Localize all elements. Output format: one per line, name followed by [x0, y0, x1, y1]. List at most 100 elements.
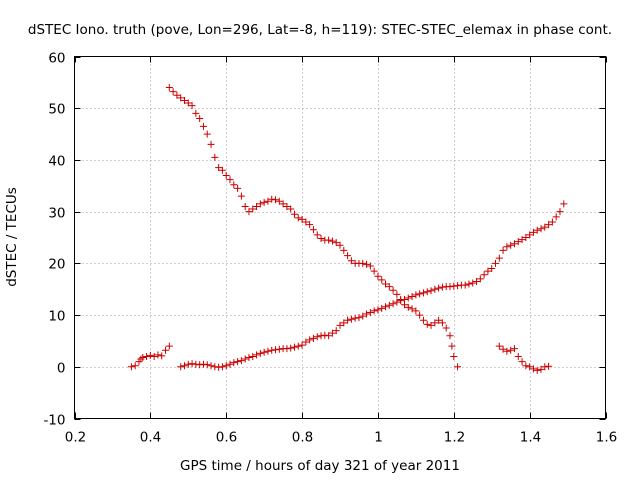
data-point: [522, 234, 530, 241]
data-point: [347, 315, 355, 323]
data-point: [290, 210, 298, 218]
data-point: [363, 260, 371, 268]
data-point: [393, 298, 401, 306]
data-point: [199, 122, 207, 130]
data-point: [268, 346, 276, 354]
data-point: [541, 363, 549, 371]
data-point: [325, 236, 333, 244]
data-point: [423, 288, 431, 296]
data-point: [325, 332, 333, 340]
data-point: [177, 363, 185, 371]
data-point: [302, 338, 310, 346]
axis-ticks: 0.2 0.4 0.6 0.8 1 1.2 1.4 1.6 -10 0 10 20 30 40 50 60: [43, 51, 617, 446]
x-tick-label: 0.2: [65, 430, 86, 446]
data-point: [389, 286, 397, 294]
data-point: [427, 321, 435, 329]
data-point: [393, 290, 401, 298]
data-point: [169, 88, 177, 96]
data-point: [203, 130, 211, 138]
data-point: [419, 316, 427, 324]
data-point: [416, 290, 424, 298]
data-point: [355, 314, 363, 322]
data-point: [545, 221, 553, 229]
data-point: [199, 360, 207, 368]
data-point: [408, 292, 416, 300]
data-point: [139, 353, 147, 361]
data-point: [484, 267, 492, 275]
data-point: [382, 303, 390, 311]
data-point: [290, 343, 298, 351]
data-points: [127, 84, 568, 374]
data-point: [507, 241, 515, 249]
data-point: [416, 311, 424, 319]
data-point: [226, 176, 234, 184]
data-point: [328, 329, 336, 337]
x-tick-label: 0.4: [140, 430, 161, 446]
data-point: [272, 196, 280, 204]
data-point: [275, 197, 283, 205]
data-point: [450, 282, 458, 290]
data-series-1: [127, 342, 173, 371]
data-point: [332, 239, 340, 247]
data-point: [260, 198, 268, 206]
data-point: [279, 200, 287, 208]
data-point: [340, 246, 348, 254]
data-point: [237, 192, 245, 200]
data-point: [207, 140, 215, 148]
data-point: [363, 310, 371, 318]
data-point: [237, 357, 245, 365]
data-point: [454, 282, 462, 290]
data-point: [192, 109, 200, 117]
x-tick-label: 0.8: [292, 430, 313, 446]
data-point: [249, 205, 257, 213]
data-point: [495, 342, 503, 350]
chart-title: dSTEC Iono. truth (pove, Lon=296, Lat=-8…: [28, 22, 612, 38]
data-point: [306, 221, 314, 229]
data-point: [309, 334, 317, 342]
data-point: [488, 265, 496, 273]
data-point: [328, 237, 336, 245]
data-point: [518, 358, 526, 366]
data-point: [404, 303, 412, 311]
data-point: [309, 226, 317, 234]
data-point: [541, 223, 549, 231]
data-point: [154, 351, 162, 359]
data-point: [207, 362, 215, 370]
data-point: [127, 363, 135, 371]
data-point: [404, 294, 412, 302]
data-point: [438, 283, 446, 291]
data-point: [503, 347, 511, 355]
data-point: [438, 319, 446, 327]
data-point: [499, 345, 507, 353]
data-point: [336, 321, 344, 329]
data-point: [184, 360, 192, 368]
data-point: [287, 205, 295, 213]
data-point: [203, 361, 211, 369]
data-point: [162, 346, 170, 354]
data-point: [253, 351, 261, 359]
data-point: [272, 346, 280, 354]
data-point: [180, 96, 188, 104]
data-point: [522, 362, 530, 370]
data-point: [180, 362, 188, 370]
x-axis-label: GPS time / hours of day 321 of year 2011: [180, 458, 460, 474]
data-point: [507, 346, 515, 354]
data-point: [283, 345, 291, 353]
data-point: [196, 115, 204, 123]
data-point: [150, 352, 158, 360]
data-point: [514, 238, 522, 246]
data-point: [188, 360, 196, 368]
data-series-4: [495, 342, 553, 374]
data-point: [431, 319, 439, 327]
data-point: [192, 360, 200, 368]
data-point: [556, 208, 564, 216]
data-point: [215, 164, 223, 172]
data-point: [340, 319, 348, 327]
data-point: [256, 200, 264, 208]
data-point: [412, 291, 420, 299]
data-point: [184, 99, 192, 107]
data-point: [249, 352, 257, 360]
x-tick-label: 1.6: [596, 430, 617, 446]
data-point: [378, 304, 386, 312]
